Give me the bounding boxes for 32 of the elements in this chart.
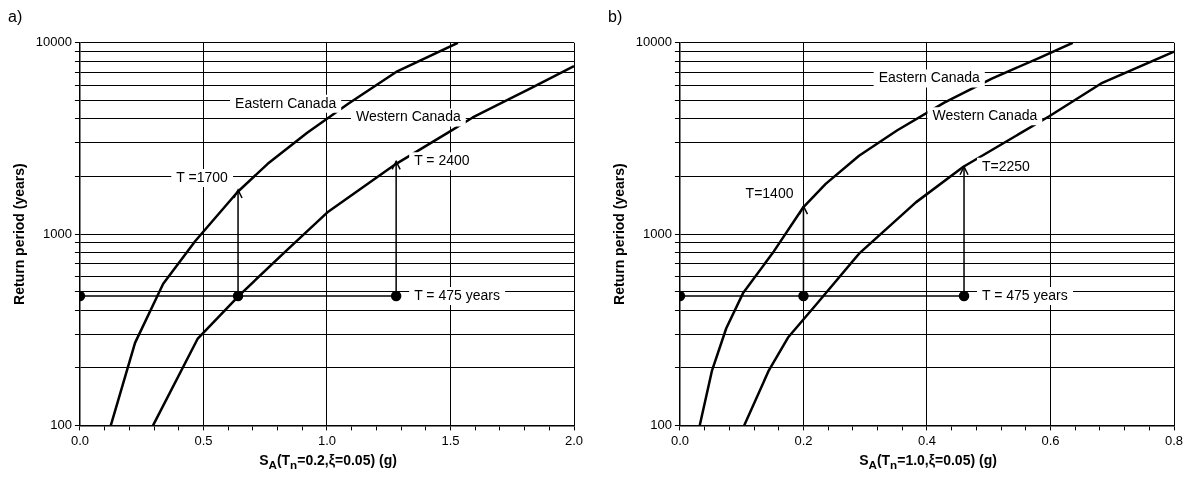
annotation: T = 2400	[414, 152, 470, 169]
y-axis-title: Return period (years)	[611, 163, 628, 305]
annotation: T=1400	[745, 185, 794, 202]
y-axis-title: Return period (years)	[11, 163, 28, 305]
x-tick-label: 1.5	[441, 432, 460, 448]
x-tick-label: 1.0	[317, 432, 337, 448]
x-axis-title: S$_{A}$(T$_{n}$=1.0,ξ=0.05) (g)	[858, 452, 998, 471]
annotation: T =1700	[176, 168, 229, 185]
series-label: Western Canada	[355, 108, 461, 125]
series-label: Western Canada	[932, 107, 1038, 124]
annotation: T=2250	[982, 157, 1031, 174]
y-tick-label: 10000	[635, 34, 672, 50]
x-tick-label: 0.2	[794, 432, 813, 448]
y-tick-label: 10000	[35, 34, 72, 50]
y-tick-label: 1000	[643, 225, 672, 241]
x-axis-title: S$_{A}$(T$_{n}$=0.2,ξ=0.05) (g)	[258, 452, 398, 471]
x-tick-label: 0.4	[917, 432, 937, 448]
x-tick-label: 0.5	[194, 432, 213, 448]
series-label: Eastern Canada	[235, 94, 337, 111]
x-tick-label: 2.0	[564, 432, 584, 448]
chart-title: b)	[608, 8, 624, 27]
y-tick-label: 100	[650, 416, 672, 432]
series-label: Eastern Canada	[878, 69, 981, 86]
annotation: T = 475 years	[414, 286, 500, 303]
x-tick-label: 0.8	[1164, 432, 1184, 448]
x-tick-label: 0.0	[70, 432, 89, 448]
annotation: T = 475 years	[982, 286, 1068, 303]
x-tick-label: 0.6	[1041, 432, 1060, 448]
x-tick-label: 0.0	[670, 432, 689, 448]
y-tick-label: 100	[50, 416, 72, 432]
y-tick-label: 1000	[43, 225, 72, 241]
chart-title: a)	[8, 8, 24, 27]
